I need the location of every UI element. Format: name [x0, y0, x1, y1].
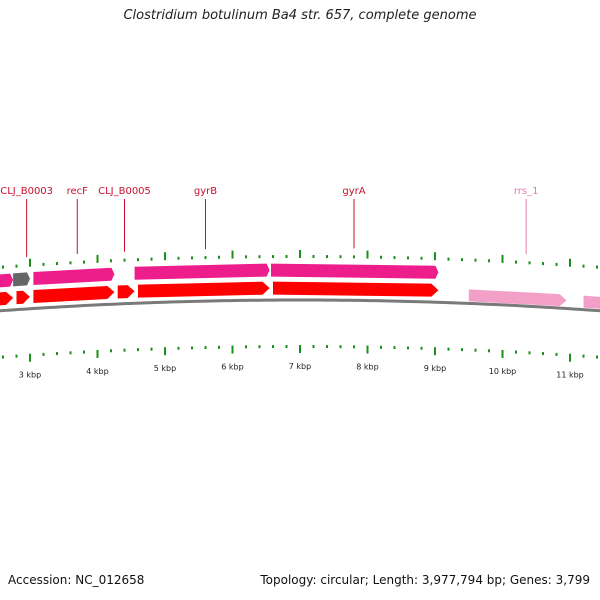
gene-feature-0	[0, 273, 14, 288]
scale-label-6-kbp: 6 kbp	[221, 363, 243, 372]
gene-label-2: CLJ_B0005	[98, 186, 151, 197]
scale-label-5-kbp: 5 kbp	[154, 364, 176, 373]
scale-label-4-kbp: 4 kbp	[86, 367, 108, 376]
gene-feature-4	[271, 263, 439, 279]
scale-labels: 3 kbp 4 kbp 5 kbp 6 kbp 7 kbp 8 kbp 9 kbp 10 kb…	[19, 362, 584, 380]
cds-feature-0	[0, 291, 14, 306]
genome-backbone	[0, 298, 600, 313]
scale-label-8-kbp: 8 kbp	[356, 363, 378, 372]
gene-label-0: CLJ_B0003	[0, 186, 53, 197]
cds-feature-3	[117, 285, 135, 299]
gene-label-4: gyrA	[342, 186, 365, 197]
bottom-tick-marks	[2, 345, 598, 362]
rrna-feature-0	[468, 289, 567, 307]
cds-feature-5	[273, 281, 439, 297]
scale-label-7-kbp: 7 kbp	[289, 362, 311, 371]
rrna-feature-1	[583, 295, 600, 309]
gene-label-1: recF	[67, 186, 89, 197]
gene-labels: CLJ_B0003 recF CLJ_B0005 gyrB gyrA rrs_1	[0, 186, 538, 257]
top-tick-marks	[2, 250, 598, 269]
scale-label-9-kbp: 9 kbp	[424, 364, 446, 373]
rrna-track	[468, 289, 600, 309]
cds-feature-2	[33, 286, 115, 303]
gene-feature-1	[13, 272, 30, 287]
scale-label-10-kbp: 10 kbp	[489, 367, 517, 376]
gene-feature-3	[134, 263, 270, 280]
genome-summary-text: Topology: circular; Length: 3,977,794 bp…	[260, 573, 590, 587]
scale-label-3-kbp: 3 kbp	[19, 371, 41, 380]
accession-text: Accession: NC_012658	[8, 573, 145, 587]
scale-label-11-kbp: 11 kbp	[556, 371, 584, 380]
gene-label-5: rrs_1	[514, 186, 539, 197]
gene-feature-2	[33, 267, 115, 285]
cds-track	[0, 281, 439, 306]
cds-feature-4	[138, 281, 270, 298]
figure-title: Clostridium botulinum Ba4 str. 657, comp…	[123, 8, 477, 23]
gene-track	[0, 263, 439, 288]
cds-feature-1	[16, 290, 30, 305]
gene-label-3: gyrB	[194, 186, 217, 197]
